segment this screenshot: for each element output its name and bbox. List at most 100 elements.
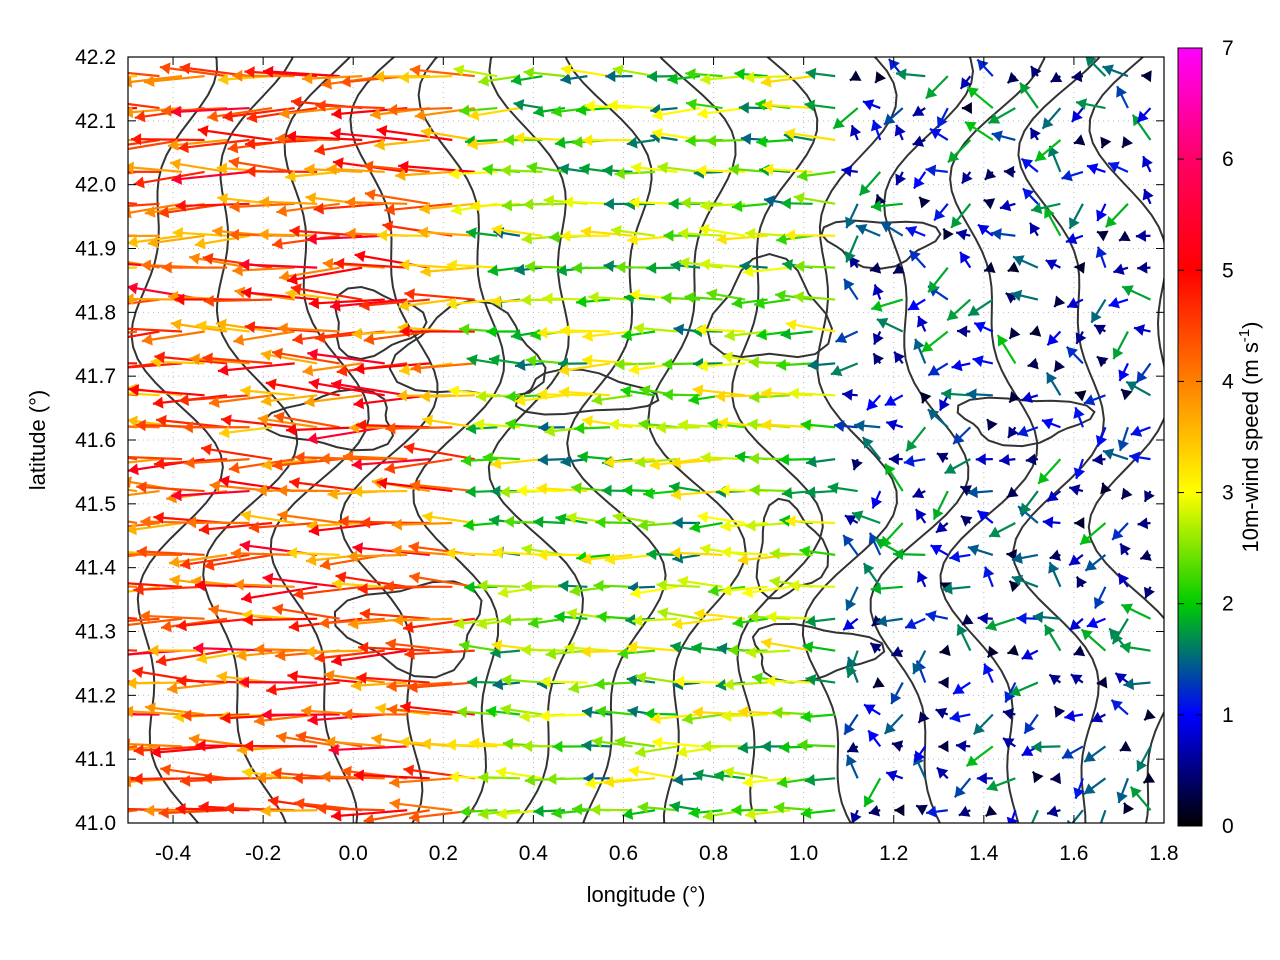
wind-vector-head — [448, 385, 460, 398]
wind-vector-head — [637, 801, 649, 814]
wind-vector-head — [501, 199, 513, 212]
wind-vector — [160, 617, 228, 629]
wind-vector — [160, 767, 228, 780]
wind-vector-head — [974, 321, 986, 333]
wind-vector-head — [778, 453, 790, 466]
x-tick-label: 1.4 — [969, 842, 999, 865]
wind-vector-head — [256, 771, 267, 784]
wind-vector-head — [261, 708, 272, 721]
wind-vector — [342, 454, 408, 461]
wind-vector-head — [403, 442, 415, 455]
wind-vector-head — [170, 318, 182, 331]
wind-vector-head — [371, 733, 383, 746]
wind-vector-head — [775, 289, 786, 302]
wind-vector-head — [566, 511, 577, 524]
wind-vector — [245, 170, 318, 173]
wind-vector-head — [1032, 771, 1044, 784]
wind-vector — [131, 138, 205, 142]
wind-vector-head — [806, 455, 817, 468]
wind-vector-head — [1029, 325, 1042, 337]
wind-vector-head — [748, 452, 759, 465]
wind-vector-head — [871, 496, 883, 509]
wind-vector — [170, 106, 250, 114]
wind-vector-head — [89, 94, 100, 106]
x-tick-label: 0.0 — [339, 842, 368, 865]
wind-vector-head — [537, 326, 548, 339]
wind-vector-head — [626, 136, 638, 149]
wind-vector-head — [170, 158, 181, 171]
wind-vector-head — [248, 521, 260, 534]
wind-vector — [128, 425, 160, 429]
wind-vector-head — [919, 196, 931, 209]
wind-vector-head — [617, 647, 629, 660]
wind-vector-head — [338, 515, 349, 528]
wind-vector — [184, 458, 250, 465]
wind-vector — [233, 330, 295, 343]
wind-vector — [302, 75, 363, 80]
wind-vector-head — [1126, 381, 1138, 392]
wind-vector-head — [326, 163, 337, 176]
wind-vector-head — [528, 616, 539, 629]
wind-vector-head — [614, 167, 625, 180]
wind-vector-head — [105, 588, 116, 600]
wind-vector-head — [356, 672, 367, 684]
wind-vector-head — [201, 443, 212, 456]
y-tick-label: 42.0 — [75, 174, 116, 197]
wind-vector-head — [398, 71, 410, 84]
wind-vector-head — [287, 273, 298, 286]
wind-vector-head — [876, 317, 889, 329]
wind-vector-head — [797, 169, 808, 182]
wind-vector-head — [262, 572, 274, 585]
wind-vector-head — [271, 767, 282, 780]
wind-vector — [158, 809, 228, 815]
wind-vector-head — [780, 327, 792, 340]
wind-vector-head — [627, 233, 638, 246]
wind-vector-head — [677, 419, 689, 432]
wind-vector-head — [212, 225, 223, 238]
wind-vector-head — [728, 163, 740, 176]
wind-vector-head — [999, 453, 1010, 466]
wind-vector-head — [674, 675, 685, 688]
wind-vector-head — [408, 541, 420, 554]
wind-vector-head — [961, 171, 973, 184]
wind-vector-head — [1049, 674, 1061, 686]
wind-vector-head — [973, 722, 985, 735]
wind-vector-head — [195, 320, 207, 333]
wind-vector — [306, 234, 385, 241]
wind-vector-head — [955, 740, 967, 753]
wind-vector-head — [985, 805, 998, 817]
wind-vector-head — [558, 386, 570, 399]
wind-vector — [128, 776, 138, 780]
wind-vector-head — [997, 335, 1009, 347]
wind-vector-head — [419, 202, 430, 215]
wind-vector-head — [800, 710, 811, 723]
wind-vector-head — [376, 125, 388, 137]
wind-vector-head — [179, 62, 191, 75]
contour-line — [202, 57, 299, 823]
wind-vector-head — [800, 806, 812, 819]
wind-vector-head — [1087, 163, 1099, 175]
wind-vector-head — [420, 265, 431, 278]
wind-vector-head — [399, 736, 410, 749]
wind-vector-head — [536, 388, 548, 401]
wind-vector-head — [692, 706, 703, 719]
wind-vector — [128, 330, 160, 339]
wind-vector-head — [275, 132, 286, 145]
wind-vector — [289, 480, 363, 493]
wind-vector-head — [1019, 82, 1031, 95]
wind-vector-head — [1007, 261, 1020, 273]
wind-vector-head — [466, 227, 477, 240]
wind-vector-head — [524, 774, 536, 787]
wind-vector-head — [510, 329, 522, 341]
wind-vector-head — [216, 671, 228, 683]
wind-vector-head — [1066, 346, 1078, 359]
wind-vector-head — [1009, 685, 1022, 697]
wind-vector-head — [782, 259, 793, 271]
x-tick-label: 0.4 — [519, 842, 549, 865]
wind-vector — [275, 137, 340, 142]
wind-vector-head — [912, 105, 925, 116]
wind-vector-head — [629, 196, 640, 209]
wind-vector-head — [843, 534, 854, 547]
wind-vector-head — [1111, 699, 1123, 711]
wind-vector-head — [308, 524, 320, 537]
